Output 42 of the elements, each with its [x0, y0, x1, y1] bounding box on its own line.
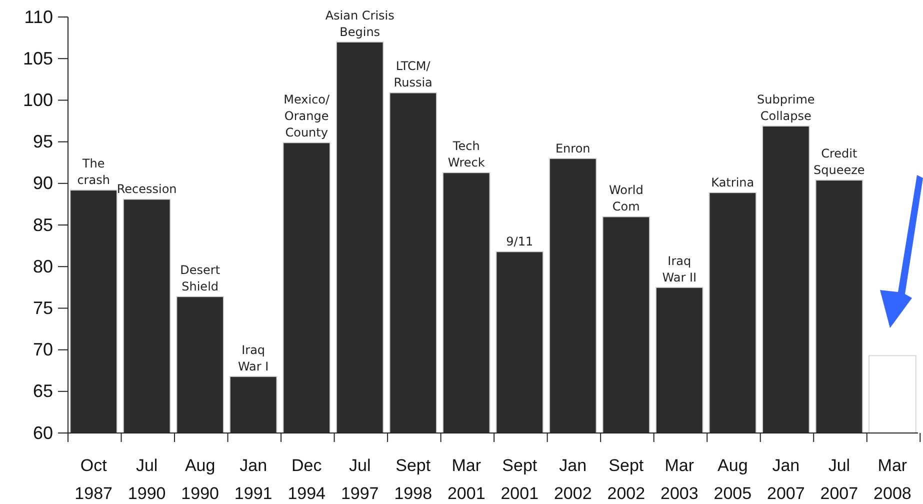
y-tick-label: 95 [32, 132, 53, 152]
y-tick-label: 85 [32, 214, 53, 235]
x-tick-label: Mar 2003 [660, 456, 698, 503]
x-tick-label: Jan 2002 [554, 456, 592, 503]
annotation: LTCM/ Russia [394, 59, 432, 90]
x-tick-label: Jan 2007 [767, 456, 805, 503]
annotation: World Com [608, 183, 644, 214]
annotation: Iraq War II [662, 254, 697, 284]
annotation: Subprime Collapse [757, 92, 815, 123]
annotation: Iraq War I [238, 342, 269, 374]
y-tick-label: 105 [22, 48, 53, 68]
x-tick-label: Oct 1987 [74, 456, 112, 503]
x-tick-label: Jul 1990 [128, 456, 166, 503]
x-tick-label: Dec 1994 [288, 456, 326, 503]
y-tick-label: 80 [32, 256, 53, 276]
annotation: 9/11 [506, 234, 534, 249]
y-tick-label: 65 [32, 381, 53, 402]
x-tick-label: Mar 2008 [874, 456, 912, 503]
y-tick-label: 110 [24, 6, 53, 27]
annotation: Mexico/ Orange County [284, 92, 331, 140]
y-tick-label: 60 [32, 422, 53, 443]
x-tick-label: Mar 2001 [447, 456, 486, 503]
x-tick-label: Jul 1997 [340, 456, 379, 503]
x-tick-label: Jul 2007 [820, 456, 858, 503]
x-tick-label: Sept 2002 [607, 456, 646, 503]
annotation: Katrina [711, 176, 754, 190]
annotation: Enron [555, 141, 590, 156]
y-tick-label: 75 [32, 298, 53, 318]
annotation: Credit Squeeze [814, 146, 865, 178]
x-tick-label: Sept 1998 [394, 456, 432, 503]
x-tick-label: Aug 1990 [181, 456, 219, 503]
annotation: The crash [77, 156, 110, 188]
x-tick-label: Sept 2001 [500, 456, 539, 503]
x-tick-label: Jan 1991 [234, 456, 272, 503]
annotation: Tech Wreck [448, 139, 485, 170]
annotation: Recession [116, 182, 177, 196]
x-tick-label: Aug 2005 [714, 456, 752, 503]
y-tick-label: 90 [32, 173, 53, 194]
y-tick-label: 70 [32, 340, 53, 360]
y-tick-label: 100 [22, 90, 53, 110]
annotation: Desert Shield [180, 263, 220, 294]
annotation: Asian Crisis Begins [325, 8, 394, 39]
